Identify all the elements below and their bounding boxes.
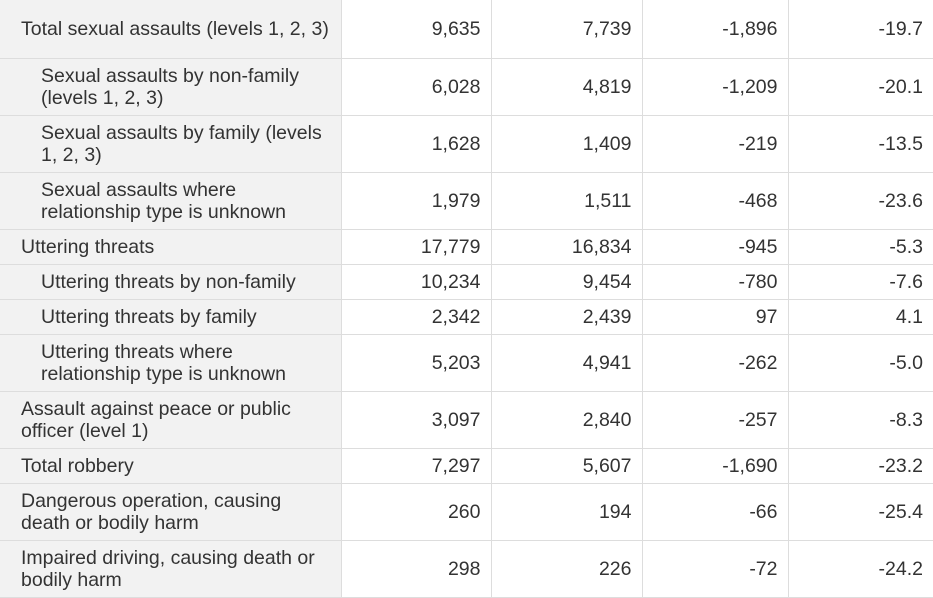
value-cell: 1,511 — [491, 172, 643, 230]
table-row: Uttering threats 17,779 16,834 -945 -5.3 — [0, 229, 933, 265]
table-row: Uttering threats where relationship type… — [0, 334, 933, 392]
value-cell: 16,834 — [491, 229, 643, 265]
value-cell: 298 — [341, 540, 492, 598]
value-cell: -25.4 — [788, 483, 933, 541]
row-label: Uttering threats by family — [0, 299, 342, 335]
value-cell: -1,896 — [642, 0, 789, 59]
table-row: Impaired driving, causing death or bodil… — [0, 540, 933, 598]
value-cell: -13.5 — [788, 115, 933, 173]
value-cell: 5,607 — [491, 448, 643, 484]
row-label: Uttering threats by non-family — [0, 264, 342, 300]
table-row: Uttering threats by non-family 10,234 9,… — [0, 264, 933, 300]
value-cell: 4,819 — [491, 58, 643, 116]
table-row: Uttering threats by family 2,342 2,439 9… — [0, 299, 933, 335]
value-cell: 97 — [642, 299, 789, 335]
value-cell: -24.2 — [788, 540, 933, 598]
value-cell: 2,439 — [491, 299, 643, 335]
value-cell: 7,297 — [341, 448, 492, 484]
row-label: Uttering threats where relationship type… — [0, 334, 342, 392]
value-cell: -23.6 — [788, 172, 933, 230]
value-cell: 4,941 — [491, 334, 643, 392]
value-cell: 3,097 — [341, 391, 492, 449]
value-cell: 2,840 — [491, 391, 643, 449]
value-cell: -780 — [642, 264, 789, 300]
value-cell: 4.1 — [788, 299, 933, 335]
value-cell: -19.7 — [788, 0, 933, 59]
value-cell: -468 — [642, 172, 789, 230]
row-label: Sexual assaults where relationship type … — [0, 172, 342, 230]
value-cell: 5,203 — [341, 334, 492, 392]
value-cell: -5.0 — [788, 334, 933, 392]
value-cell: -262 — [642, 334, 789, 392]
value-cell: -1,209 — [642, 58, 789, 116]
value-cell: -72 — [642, 540, 789, 598]
row-label: Total robbery — [0, 448, 342, 484]
value-cell: -5.3 — [788, 229, 933, 265]
table-row: Assault against peace or public officer … — [0, 391, 933, 449]
row-label: Uttering threats — [0, 229, 342, 265]
row-label: Sexual assaults by non-family (levels 1,… — [0, 58, 342, 116]
row-label: Sexual assaults by family (levels 1, 2, … — [0, 115, 342, 173]
table-row: Dangerous operation, causing death or bo… — [0, 483, 933, 541]
row-label: Dangerous operation, causing death or bo… — [0, 483, 342, 541]
value-cell: 7,739 — [491, 0, 643, 59]
value-cell: 9,454 — [491, 264, 643, 300]
value-cell: 1,409 — [491, 115, 643, 173]
value-cell: 194 — [491, 483, 643, 541]
value-cell: 17,779 — [341, 229, 492, 265]
table-row: Sexual assaults by non-family (levels 1,… — [0, 58, 933, 116]
table-row: Sexual assaults by family (levels 1, 2, … — [0, 115, 933, 173]
value-cell: 2,342 — [341, 299, 492, 335]
value-cell: 9,635 — [341, 0, 492, 59]
row-label: Total sexual assaults (levels 1, 2, 3) — [0, 0, 342, 59]
value-cell: 226 — [491, 540, 643, 598]
value-cell: -945 — [642, 229, 789, 265]
table-row: Sexual assaults where relationship type … — [0, 172, 933, 230]
value-cell: -257 — [642, 391, 789, 449]
value-cell: -66 — [642, 483, 789, 541]
value-cell: -219 — [642, 115, 789, 173]
value-cell: 1,979 — [341, 172, 492, 230]
value-cell: 260 — [341, 483, 492, 541]
value-cell: -1,690 — [642, 448, 789, 484]
row-label: Impaired driving, causing death or bodil… — [0, 540, 342, 598]
value-cell: -20.1 — [788, 58, 933, 116]
value-cell: 10,234 — [341, 264, 492, 300]
table-row: Total sexual assaults (levels 1, 2, 3) 9… — [0, 0, 933, 59]
value-cell: 1,628 — [341, 115, 492, 173]
value-cell: -23.2 — [788, 448, 933, 484]
value-cell: -7.6 — [788, 264, 933, 300]
value-cell: 6,028 — [341, 58, 492, 116]
value-cell: -8.3 — [788, 391, 933, 449]
row-label: Assault against peace or public officer … — [0, 391, 342, 449]
table-row: Total robbery 7,297 5,607 -1,690 -23.2 — [0, 448, 933, 484]
